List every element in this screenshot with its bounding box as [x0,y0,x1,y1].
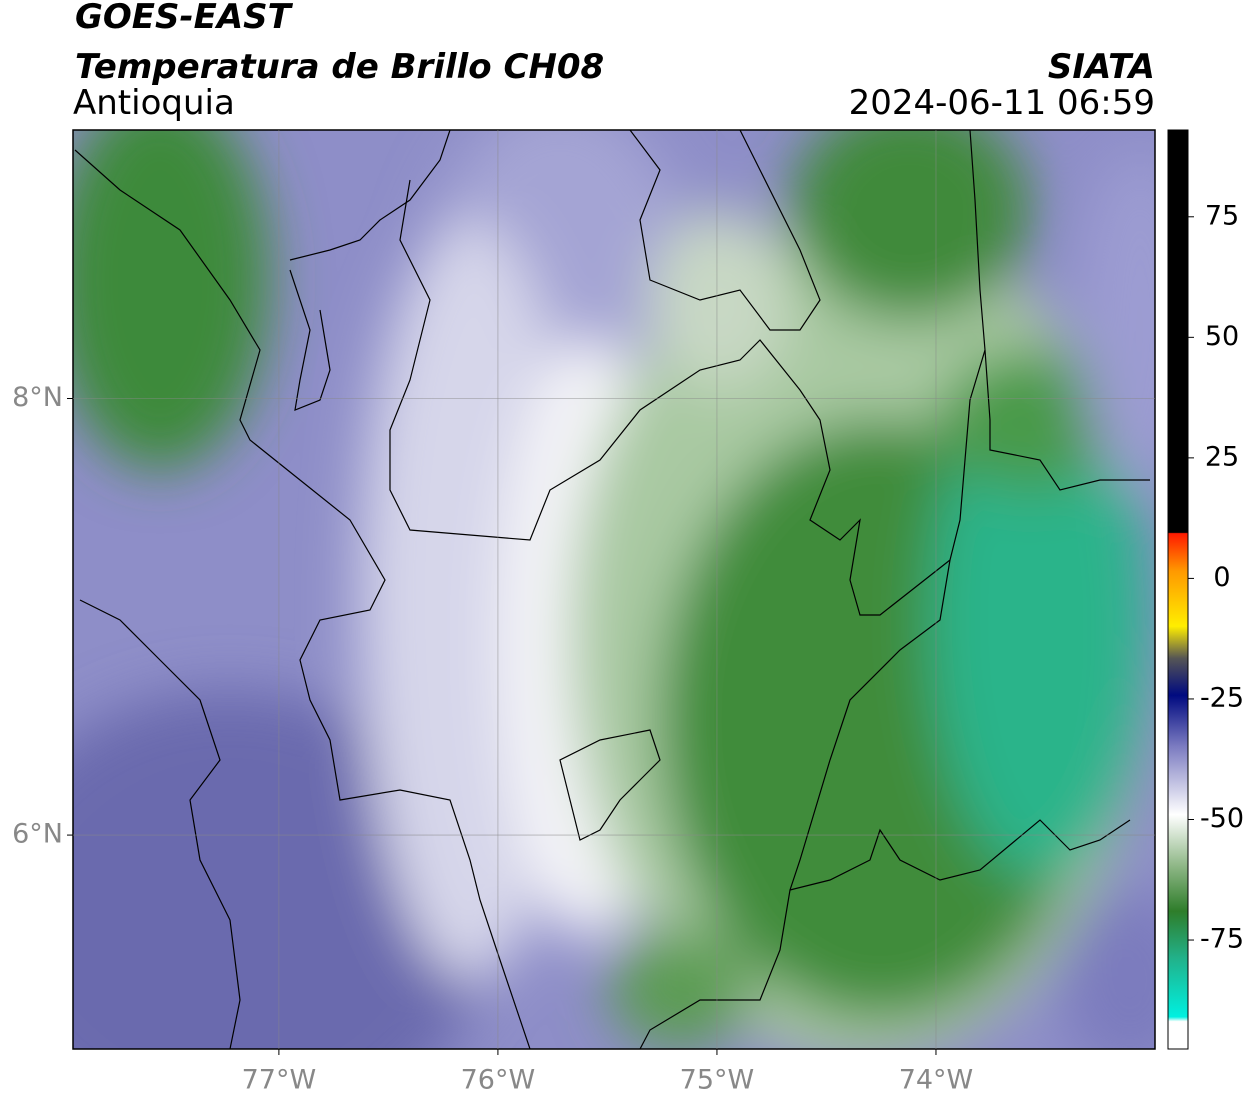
colorbar-label: 50 [1205,321,1239,352]
title: GOES-EAST [75,0,294,37]
colorbar-label: 75 [1205,200,1239,231]
map-frame [72,129,1156,1050]
colorbar-label: -75 [1200,924,1244,955]
timestamp: 2024-06-11 06:59 [849,83,1155,123]
colorbar-label: 25 [1205,441,1239,472]
x-tick-label: 77°W [242,1065,317,1096]
x-tick-label: 75°W [680,1065,755,1096]
colorbar [1167,129,1189,1050]
colorbar-label: 0 [1213,562,1230,593]
region: Antioquia [73,83,235,123]
x-tick-label: 74°W [899,1065,974,1096]
subtitle: Temperatura de Brillo CH08 [75,47,604,87]
x-tick-label: 76°W [461,1065,536,1096]
source: SIATA [1048,47,1155,87]
colorbar-label: -25 [1200,682,1244,713]
colorbar-label: -50 [1200,803,1244,834]
borders [74,130,1150,1049]
y-tick-label: 6°N [12,819,63,850]
y-tick-label: 8°N [12,382,63,413]
satellite-image [73,130,1155,1049]
